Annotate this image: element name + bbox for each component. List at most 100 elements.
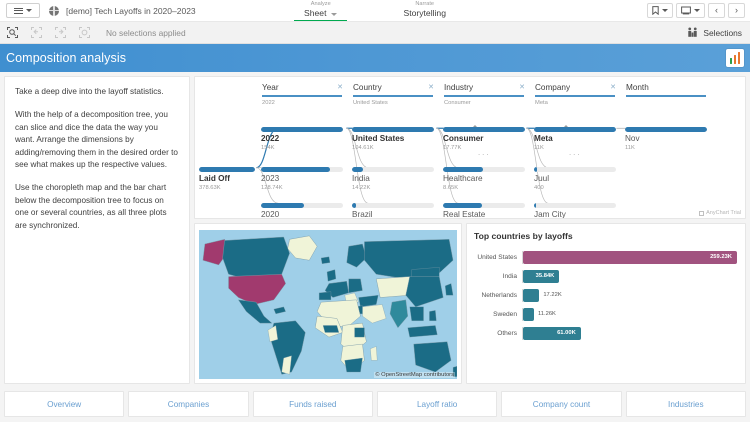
dimension-name: Country — [353, 83, 382, 92]
close-icon[interactable]: ✕ — [428, 84, 434, 91]
step-back-icon[interactable] — [24, 22, 48, 43]
node-ellipsis: ··· — [568, 149, 582, 159]
selection-bar: No selections applied Selections — [0, 22, 750, 44]
close-icon[interactable]: ✕ — [519, 84, 525, 91]
bar-row-others[interactable]: Others 61.00K — [474, 325, 737, 341]
intro-paragraph-2: With the help of a decomposition tree, y… — [15, 110, 178, 170]
nav-label-sheet: Sheet — [304, 8, 338, 19]
bar-segment[interactable] — [523, 307, 534, 321]
bar-segment[interactable]: 61.00K — [523, 326, 581, 340]
bar-segment[interactable]: 259.23K — [523, 250, 737, 264]
selections-panel-button[interactable]: Selections — [687, 27, 742, 38]
tree-links — [256, 127, 639, 204]
intro-text-card: Take a deep dive into the layoff statist… — [4, 76, 190, 384]
bar-category-label: Netherlands — [481, 291, 517, 299]
selections-tool-icon[interactable] — [0, 22, 24, 43]
close-icon[interactable]: ✕ — [337, 84, 343, 91]
anychart-credit-text: AnyChart Trial — [706, 210, 741, 216]
tree-node-juul[interactable]: Juul 400 — [534, 167, 616, 192]
tab-layoff-ratio[interactable]: Layoff ratio — [376, 391, 498, 417]
tree-node-2022[interactable]: 2022 154K — [261, 127, 343, 152]
tree-header-country: Country ✕ United States — [352, 83, 443, 107]
nav-sheet-text: Sheet — [304, 8, 327, 18]
tab-company-count[interactable]: Company count — [501, 391, 622, 417]
chart-title: Top countries by layoffs — [474, 231, 573, 241]
bar-chart-icon — [726, 49, 744, 67]
tree-column-year: Year ✕ 2022 2022 154K — [261, 83, 352, 218]
node-label: Healthcare — [443, 173, 483, 183]
bar-chart-plot[interactable]: United States 259.23K India — [474, 249, 737, 341]
bottom-visualizations-row: © OpenStreetMap contributors Top countri… — [194, 223, 746, 384]
tree-node-consumer[interactable]: Consumer 17.77K ··· — [443, 127, 525, 159]
next-sheet-button[interactable]: › — [728, 3, 745, 18]
selection-status-text: No selections applied — [106, 27, 186, 38]
tree-node-healthcare[interactable]: Healthcare 8.65K — [443, 167, 525, 192]
tab-companies[interactable]: Companies — [128, 391, 249, 417]
bar-row-sweden[interactable]: Sweden 11.26K — [474, 306, 737, 322]
dimension-name: Industry — [444, 83, 474, 92]
map-attribution[interactable]: © OpenStreetMap contributors — [374, 372, 455, 378]
node-label: India — [352, 173, 370, 183]
tree-node-real-estate[interactable]: Real Estate 8.48K — [443, 203, 525, 218]
dimension-name: Month — [626, 83, 649, 92]
node-bar-fill — [534, 203, 536, 208]
sheet-tabs-bar: Overview Companies Funds raised Layoff r… — [0, 388, 750, 422]
nav-item-narrate-storytelling[interactable]: Narrate Storytelling — [393, 0, 456, 21]
tree-node-nov[interactable]: Nov 11K — [625, 127, 707, 152]
tree-node-2023[interactable]: 2023 128.74K — [261, 167, 343, 192]
node-label: 2022 — [261, 133, 280, 143]
step-forward-icon[interactable] — [48, 22, 72, 43]
close-icon[interactable]: ✕ — [610, 84, 616, 91]
bar-row-united-states[interactable]: United States 259.23K — [474, 249, 737, 265]
tab-overview[interactable]: Overview — [4, 391, 125, 417]
bar-category-label: United States — [477, 253, 517, 261]
nav-item-analyze-sheet[interactable]: Analyze Sheet — [294, 0, 348, 21]
top-toolbar: [demo] Tech Layoffs in 2020–2023 Analyze… — [0, 0, 750, 22]
tree-node-brazil[interactable]: Brazil 4.77K — [352, 203, 434, 219]
world-map[interactable]: © OpenStreetMap contributors — [199, 230, 457, 379]
clear-all-icon[interactable] — [72, 22, 96, 43]
tree-header-month: Month — [625, 83, 716, 97]
decomposition-tree-card[interactable]: Laid Off 378.63K Year ✕ 2022 — [194, 76, 746, 219]
sheets-button[interactable] — [676, 3, 705, 18]
node-value: 11K — [625, 144, 635, 151]
chevron-left-icon: ‹ — [715, 5, 718, 15]
bar-segment[interactable]: 35.84K — [523, 269, 560, 283]
tree-node-meta[interactable]: Meta 11K ··· — [534, 127, 616, 159]
tree-node-root[interactable]: Laid Off 378.63K — [199, 167, 255, 192]
tree-header-company: Company ✕ Meta — [534, 83, 625, 107]
tree-node-2020[interactable]: 2020 80.9K — [261, 203, 343, 218]
right-column: Laid Off 378.63K Year ✕ 2022 — [194, 76, 746, 384]
chevron-down-icon — [26, 9, 32, 12]
nav-kicker-analyze: Analyze — [310, 1, 331, 7]
choropleth-map-card[interactable]: © OpenStreetMap contributors — [194, 223, 462, 384]
sheet-canvas: Take a deep dive into the layoff statist… — [0, 72, 750, 388]
tree-column-month: Month Nov 11K — [625, 83, 716, 218]
node-label: Consumer — [443, 133, 484, 143]
previous-sheet-button[interactable]: ‹ — [708, 3, 725, 18]
node-bar-fill — [443, 167, 484, 172]
bookmarks-button[interactable] — [647, 3, 673, 18]
tree-node-india[interactable]: India 14.22K — [352, 167, 434, 192]
bar-row-netherlands[interactable]: Netherlands 17.22K — [474, 287, 737, 303]
bar-segment[interactable] — [523, 288, 540, 302]
node-label: Brazil — [352, 209, 373, 219]
bar-track: 259.23K — [522, 250, 737, 264]
node-bar-fill — [352, 167, 364, 172]
node-value: 8.65K — [443, 184, 459, 191]
tree-node-united-states[interactable]: United States 104.61K — [352, 127, 434, 152]
chevron-down-icon[interactable] — [331, 12, 338, 16]
bar-row-india[interactable]: India 35.84K — [474, 268, 737, 284]
map-container[interactable]: © OpenStreetMap contributors — [195, 224, 461, 383]
decomposition-tree[interactable]: Laid Off 378.63K Year ✕ 2022 — [195, 77, 745, 218]
bar-category-label: India — [502, 272, 517, 280]
top-countries-bar-chart-card[interactable]: Top countries by layoffs United States 2… — [466, 223, 746, 384]
bar-value-label: 17.22K — [543, 291, 562, 298]
tab-industries[interactable]: Industries — [625, 391, 746, 417]
tree-node-jam-city[interactable]: Jam City 200 — [534, 203, 616, 218]
bar-track: 17.22K — [522, 288, 737, 302]
node-label: Laid Off — [199, 173, 230, 183]
navigation-menu-button[interactable] — [6, 3, 40, 18]
tab-funds-raised[interactable]: Funds raised — [252, 391, 373, 417]
tree-header-industry: Industry ✕ Consumer — [443, 83, 534, 107]
